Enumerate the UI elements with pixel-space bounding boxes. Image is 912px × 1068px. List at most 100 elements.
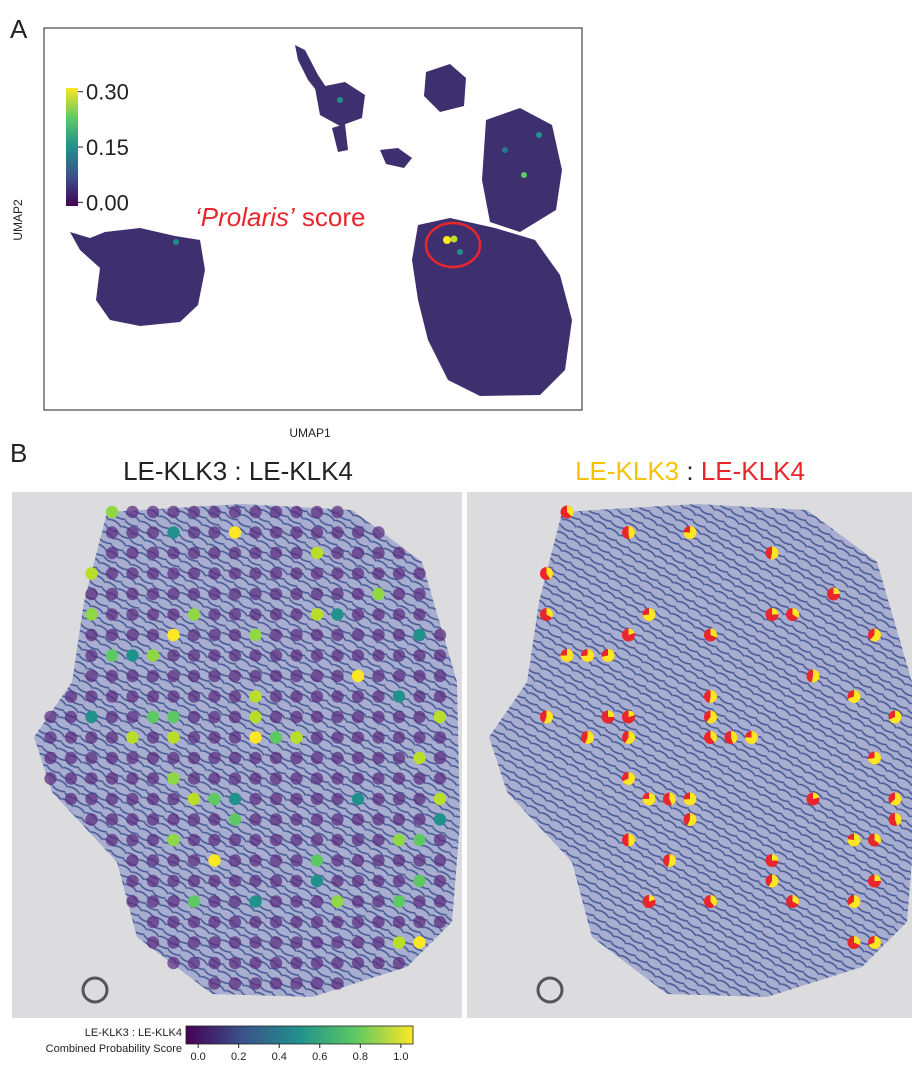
spot bbox=[85, 608, 97, 620]
spot bbox=[208, 895, 220, 907]
spot bbox=[372, 752, 384, 764]
spot bbox=[147, 670, 159, 682]
spot bbox=[331, 854, 343, 866]
spot bbox=[229, 547, 241, 559]
spot bbox=[85, 649, 97, 661]
spot bbox=[270, 772, 282, 784]
spot bbox=[290, 567, 302, 579]
spot bbox=[167, 588, 179, 600]
spot bbox=[126, 506, 138, 518]
spot bbox=[311, 526, 323, 538]
spot bbox=[311, 690, 323, 702]
spot bbox=[434, 711, 446, 723]
spot bbox=[270, 690, 282, 702]
spot bbox=[167, 813, 179, 825]
spot bbox=[413, 916, 425, 928]
spot bbox=[65, 690, 77, 702]
spot bbox=[352, 916, 364, 928]
left-title: LE-KLK3 : LE-KLK4 bbox=[123, 456, 353, 486]
spot bbox=[229, 895, 241, 907]
spot bbox=[208, 670, 220, 682]
spot bbox=[106, 731, 118, 743]
panel-label: B bbox=[10, 438, 27, 468]
spot bbox=[249, 772, 261, 784]
spot bbox=[413, 567, 425, 579]
spot bbox=[290, 854, 302, 866]
colorbar-b bbox=[186, 1026, 413, 1044]
spot bbox=[372, 547, 384, 559]
spot bbox=[188, 588, 200, 600]
spot bbox=[372, 608, 384, 620]
spot bbox=[188, 936, 200, 948]
spot bbox=[270, 875, 282, 887]
spot bbox=[393, 895, 405, 907]
spot bbox=[270, 854, 282, 866]
spot bbox=[413, 752, 425, 764]
spot bbox=[106, 834, 118, 846]
spot bbox=[311, 916, 323, 928]
figure: A ‘Prolaris’ score 0.300.150.00 UMAP1 UM… bbox=[0, 0, 912, 1068]
spot bbox=[167, 936, 179, 948]
spot bbox=[413, 895, 425, 907]
spot bbox=[126, 813, 138, 825]
spot bbox=[229, 752, 241, 764]
spot bbox=[290, 588, 302, 600]
spot bbox=[106, 813, 118, 825]
spot bbox=[188, 567, 200, 579]
tick-label: 0.0 bbox=[191, 1051, 206, 1063]
spot bbox=[331, 588, 343, 600]
spot bbox=[331, 936, 343, 948]
tick-label: 0.4 bbox=[272, 1051, 287, 1063]
spot bbox=[393, 629, 405, 641]
spot bbox=[290, 526, 302, 538]
spot bbox=[331, 629, 343, 641]
spot bbox=[270, 588, 282, 600]
spot bbox=[188, 711, 200, 723]
spot bbox=[147, 506, 159, 518]
spot bbox=[352, 690, 364, 702]
spot bbox=[188, 629, 200, 641]
spot bbox=[413, 588, 425, 600]
spot bbox=[167, 608, 179, 620]
spot bbox=[331, 526, 343, 538]
spot bbox=[44, 731, 56, 743]
spot bbox=[249, 752, 261, 764]
spot bbox=[249, 834, 261, 846]
spot bbox=[44, 711, 56, 723]
spot bbox=[167, 711, 179, 723]
spot bbox=[331, 875, 343, 887]
spot bbox=[393, 793, 405, 805]
spot bbox=[413, 793, 425, 805]
spot bbox=[352, 957, 364, 969]
spot bbox=[188, 608, 200, 620]
spot bbox=[147, 629, 159, 641]
spot bbox=[413, 731, 425, 743]
tick-label: 0.2 bbox=[231, 1051, 246, 1063]
spot bbox=[208, 690, 220, 702]
spot bbox=[290, 916, 302, 928]
spot bbox=[229, 670, 241, 682]
spot bbox=[352, 731, 364, 743]
spot bbox=[229, 526, 241, 538]
spot bbox=[393, 670, 405, 682]
spot bbox=[85, 752, 97, 764]
spot bbox=[352, 649, 364, 661]
spot bbox=[167, 834, 179, 846]
spot bbox=[311, 608, 323, 620]
spot bbox=[270, 793, 282, 805]
spot bbox=[372, 772, 384, 784]
spot bbox=[393, 936, 405, 948]
spot bbox=[85, 629, 97, 641]
spot bbox=[413, 813, 425, 825]
spot bbox=[290, 834, 302, 846]
spot bbox=[126, 711, 138, 723]
spot bbox=[393, 916, 405, 928]
spot bbox=[434, 895, 446, 907]
spot bbox=[229, 772, 241, 784]
title-klk4: LE-KLK4 bbox=[701, 456, 805, 486]
spot bbox=[106, 608, 118, 620]
spot bbox=[126, 752, 138, 764]
spot bbox=[311, 567, 323, 579]
spot bbox=[147, 772, 159, 784]
spot bbox=[167, 875, 179, 887]
